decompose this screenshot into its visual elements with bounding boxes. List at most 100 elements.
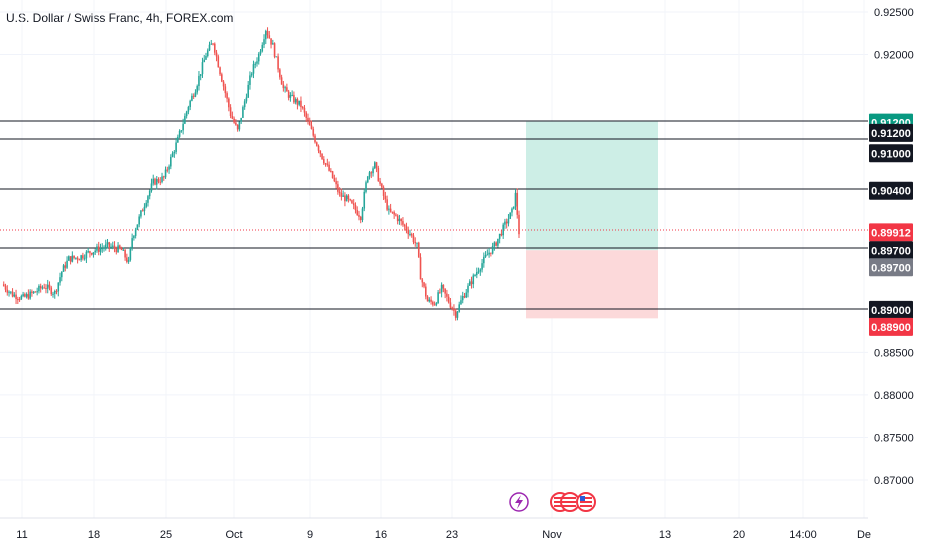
candle-body [412,235,415,243]
candle-body [75,257,77,259]
us-flag-icon[interactable] [550,492,596,512]
candle-body [108,242,111,247]
candle-body [164,169,167,178]
candle-body [432,301,434,305]
candle-body [268,35,271,39]
candle-body [27,294,30,299]
candle-body [22,294,24,297]
candle-body [170,156,172,167]
candle-body [490,252,492,254]
candle-body [219,67,221,75]
candle-body [317,145,320,151]
candle-body [328,164,330,171]
candle-body [13,294,16,297]
candle-body [59,277,61,283]
grid [0,0,868,518]
candle-body [326,163,329,165]
candle-body [453,308,455,311]
candle-body [345,195,348,202]
candle-body [162,176,165,178]
candle-body [134,229,137,236]
candle-body [359,216,362,221]
candle-body [43,287,46,289]
candle-body [301,107,304,109]
candle-body [342,195,344,197]
price-badge-label: 0.88900 [871,322,911,334]
candle-body [437,292,439,304]
price-tick-label: 0.88000 [874,390,914,402]
candle-body [439,292,441,294]
candle-body [426,296,429,302]
candle-body [421,279,424,283]
candle-body [315,142,318,146]
candle-body [300,100,302,108]
candle-body [291,94,293,96]
event-markers[interactable] [509,492,596,512]
candle-body [210,43,213,45]
candle-body [208,44,211,51]
candle-body [307,117,309,121]
candle-body [372,168,374,174]
candle-body [351,200,353,204]
candle-body [266,30,269,36]
candle-body [198,75,200,87]
candle-body [11,291,14,297]
candle-body [4,286,7,290]
candle-body [366,176,369,183]
candle-body [451,307,453,309]
candle-body [180,130,183,132]
candle-body [192,95,195,97]
position-zones[interactable] [526,121,658,319]
candle-body [250,73,253,76]
lightning-icon[interactable] [509,492,529,512]
candle-body [294,99,297,103]
candle-body [92,252,95,255]
candle-body [391,211,394,213]
candle-body [17,299,19,301]
candle-body [29,291,31,299]
candle-body [305,112,308,118]
price-axis[interactable]: 0.92500 0.92000 0.88500 0.88000 0.87500 0.870… [874,7,914,487]
candle-body [310,125,313,129]
candle-body [191,95,193,101]
candle-body [182,123,184,131]
candle-body [363,191,366,209]
price-badges: 0.912000.912000.910000.904000.899120.897… [869,113,913,336]
time-tick-label: 18 [88,529,100,541]
candle-body [71,255,74,262]
candle-body [481,263,483,270]
price-tick-label: 0.92500 [874,7,914,19]
candle-body [249,75,251,85]
price-badge: 0.89912 [869,223,913,242]
candle-body [493,242,496,247]
candle-body [375,162,378,168]
time-axis[interactable]: 11 18 25 Oct 9 16 23 Nov 13 20 14:00 De [16,529,871,541]
candle-body [479,269,482,272]
candle-body [409,233,411,235]
candle-body [240,117,242,122]
candle-body [111,245,114,247]
candle-body [94,250,97,253]
time-tick-label: 20 [733,529,745,541]
candle-body [440,284,443,293]
candle-body [296,99,299,105]
price-tick-label: 0.87500 [874,432,914,444]
candle-body [126,257,128,262]
horizontal-levels[interactable] [0,120,868,310]
candle-body [133,235,135,239]
candle-body [354,205,357,211]
chart-title: U.S. Dollar / Swiss Franc, 4h, FOREX.com [6,11,234,25]
price-badge-label: 0.89700 [871,262,911,274]
candle-body [344,195,346,202]
candle-body [24,294,26,297]
candle-body [110,246,112,248]
candle-body [335,181,337,185]
candle-body [96,246,98,251]
candle-body [235,122,237,125]
target-zone[interactable] [526,121,658,251]
stop-zone[interactable] [526,250,658,319]
time-tick-label: 9 [307,529,313,541]
candle-body [175,142,177,152]
candle-body [498,233,501,239]
